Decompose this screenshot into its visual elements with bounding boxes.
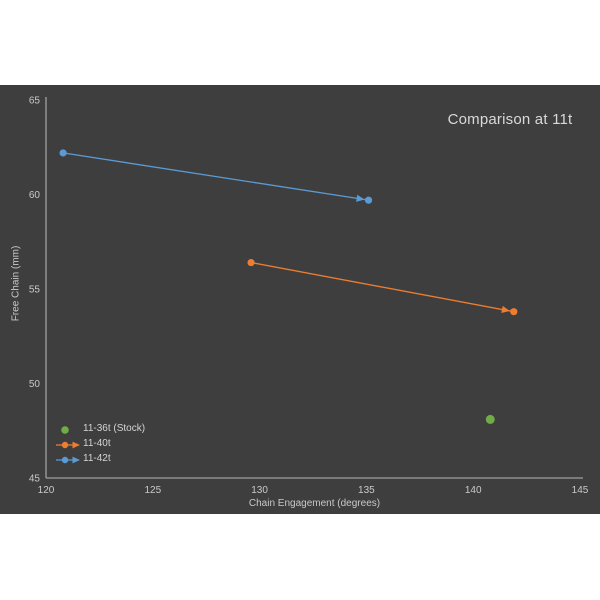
legend-label: 11-42t (83, 453, 111, 464)
series-11-40t (247, 258, 518, 316)
data-point (485, 414, 495, 424)
data-point (510, 308, 518, 316)
x-tick-label: 140 (465, 485, 482, 496)
plot-panel (0, 85, 600, 514)
y-axis-title: Free Chain (mm) (10, 245, 22, 322)
y-tick-label: 55 (29, 285, 41, 296)
arrowhead-icon (356, 194, 365, 202)
x-tick-label: 135 (358, 485, 375, 496)
y-tick-label: 50 (29, 379, 41, 390)
x-tick-label: 130 (251, 485, 268, 496)
legend-marker-dot-icon (55, 423, 82, 435)
x-tick-label: 125 (144, 485, 161, 496)
x-tick-label: 145 (572, 485, 589, 496)
y-tick-label: 45 (29, 474, 41, 485)
tick-labels: 120 125 130 135 140 145 65 60 55 50 45 (29, 96, 589, 497)
data-point (59, 149, 67, 157)
legend-item-11-40t: 11-40t (55, 436, 145, 451)
legend-label: 11-36t (Stock) (83, 423, 146, 434)
legend-marker-arrow-icon (55, 453, 82, 465)
series-11-36t-stock- (485, 414, 495, 424)
data-point (247, 258, 255, 267)
legend-item-11-36t: 11-36t (Stock) (55, 421, 145, 436)
legend-marker-arrow-icon (55, 438, 82, 450)
y-tick-label: 60 (29, 190, 41, 201)
data-point (364, 196, 373, 204)
series-11-42t (59, 149, 373, 204)
x-axis-title: Chain Engagement (degrees) (248, 498, 381, 509)
x-tick-label: 120 (38, 485, 55, 496)
arrowhead-icon (501, 305, 510, 314)
series-line (62, 152, 369, 201)
series-line (250, 261, 514, 313)
axes (45, 97, 583, 479)
y-tick-label: 65 (29, 96, 41, 107)
legend-label: 11-40t (83, 438, 111, 449)
legend: 11-36t (Stock) 11-40t 11-42t (55, 421, 145, 466)
legend-item-11-42t: 11-42t (55, 451, 145, 466)
chart-title: Comparison at 11t (447, 111, 573, 128)
